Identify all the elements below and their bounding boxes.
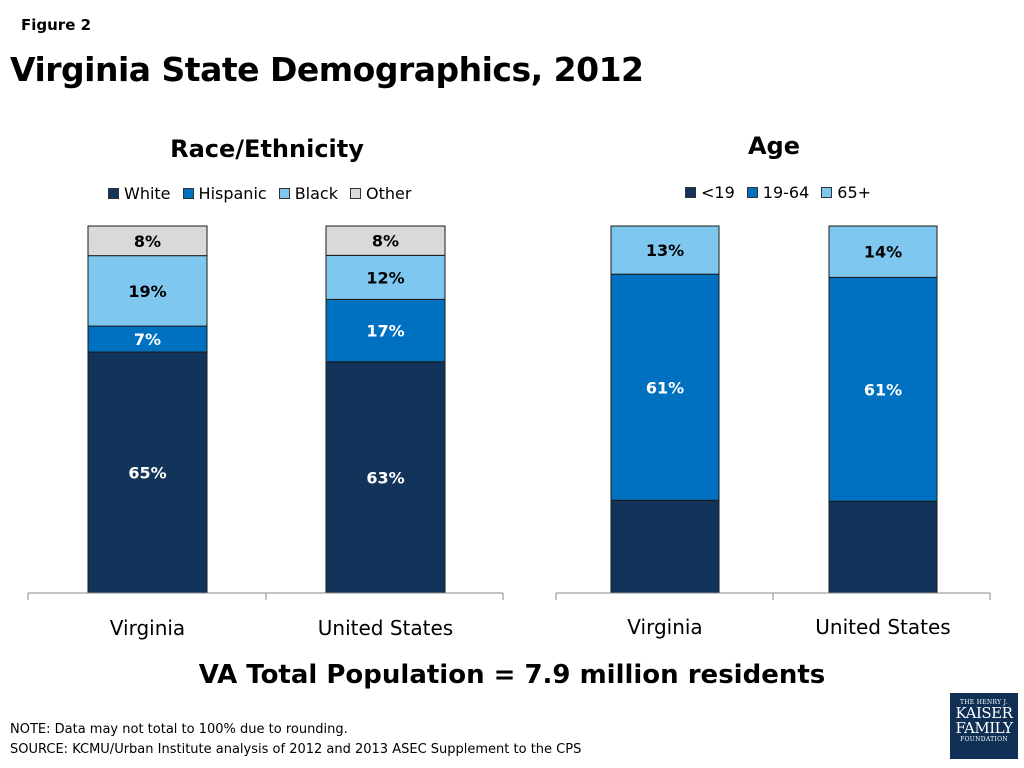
data-label: 19% xyxy=(128,282,166,301)
data-label: 12% xyxy=(366,268,404,287)
legend-swatch xyxy=(278,188,290,199)
data-label: 8% xyxy=(134,232,161,251)
legend-swatch xyxy=(182,188,194,199)
bar-segment xyxy=(325,298,446,363)
legend-swatch xyxy=(746,187,758,198)
legend-item: <19 xyxy=(685,183,735,202)
bar-segment xyxy=(325,254,446,300)
bar-segment xyxy=(610,273,720,501)
logo-line-2: KAISER xyxy=(955,704,1013,722)
data-label: 7% xyxy=(134,330,161,349)
data-label: 13% xyxy=(646,241,684,260)
legend-swatch xyxy=(108,188,119,199)
category-label: Virginia xyxy=(110,616,185,640)
data-label: 17% xyxy=(366,322,404,341)
kaiser-logo: THE HENRY J. KAISER FAMILY FOUNDATION xyxy=(950,693,1018,759)
bar-segment xyxy=(87,255,208,327)
legend-item: White xyxy=(108,184,171,203)
category-label: United States xyxy=(815,615,950,639)
logo-line-1: THE HENRY J. xyxy=(959,699,1009,706)
legend-item: 19-64 xyxy=(746,183,810,202)
bar-segment xyxy=(610,499,720,594)
chart-title-age: Age xyxy=(747,132,801,160)
legend-label: <19 xyxy=(701,183,735,202)
chart-title-race: Race/Ethnicity xyxy=(170,135,364,163)
bar-segment xyxy=(87,351,208,594)
category-label: Virginia xyxy=(627,615,702,639)
note-text: NOTE: Data may not total to 100% due to … xyxy=(10,722,348,737)
source-text: SOURCE: KCMU/Urban Institute analysis of… xyxy=(10,742,582,757)
legend-swatch xyxy=(821,187,833,198)
logo-line-4: FOUNDATION xyxy=(960,736,1008,743)
data-label: 63% xyxy=(366,468,404,487)
data-label: 8% xyxy=(372,232,399,251)
legend-label: Hispanic xyxy=(198,184,267,203)
legend-label: White xyxy=(124,184,171,203)
legend-item: Hispanic xyxy=(182,184,267,203)
legend-label: Other xyxy=(365,184,412,203)
legend-swatch xyxy=(685,187,696,198)
bar-segment xyxy=(828,276,938,502)
legend-label: Black xyxy=(294,184,338,203)
bar-segment xyxy=(87,325,208,353)
bar-segment xyxy=(610,225,720,275)
legend-item: Other xyxy=(349,184,412,203)
category-label: United States xyxy=(318,616,453,640)
legend-age: <19 19-64 65+ xyxy=(685,183,883,202)
legend-item: Black xyxy=(278,184,338,203)
page-title: Virginia State Demographics, 2012 xyxy=(10,50,644,89)
footer-title: VA Total Population = 7.9 million reside… xyxy=(198,660,826,690)
logo-line-3: FAMILY xyxy=(955,719,1013,737)
bar-segment xyxy=(828,225,938,278)
data-label: 65% xyxy=(128,464,166,483)
legend-item: 65+ xyxy=(821,183,871,202)
data-label: 61% xyxy=(646,378,684,397)
bar-segment xyxy=(325,361,446,594)
legend-swatch xyxy=(349,188,361,199)
legend-label: 19-64 xyxy=(762,183,810,202)
figure-label: Figure 2 xyxy=(21,16,92,34)
bar-segment xyxy=(828,500,938,594)
data-label: 61% xyxy=(864,380,902,399)
bar-segment xyxy=(325,225,446,256)
data-label: 14% xyxy=(864,243,902,262)
bar-segment xyxy=(87,225,208,257)
legend-label: 65+ xyxy=(837,183,872,202)
legend-race: White Hispanic Black Other xyxy=(108,184,423,203)
